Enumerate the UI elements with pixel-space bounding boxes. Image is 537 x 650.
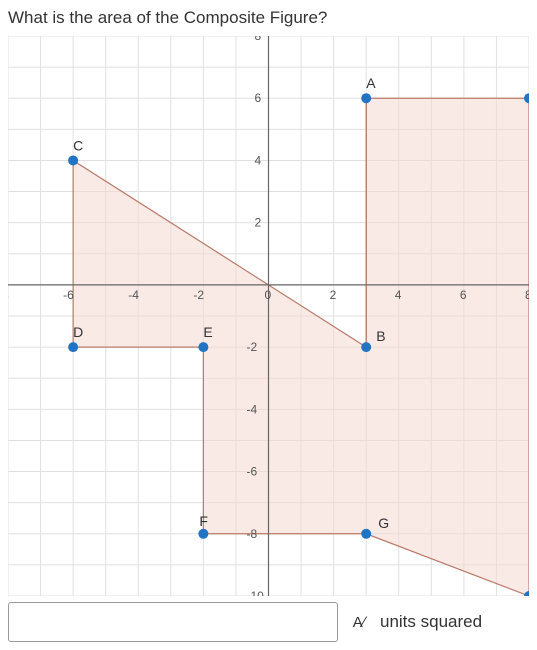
svg-text:-6: -6 <box>63 288 74 302</box>
svg-text:4: 4 <box>255 153 262 167</box>
question-text: What is the area of the Composite Figure… <box>8 8 529 28</box>
svg-text:D: D <box>73 324 83 340</box>
svg-text:-2: -2 <box>193 288 204 302</box>
svg-text:8: 8 <box>255 36 262 43</box>
svg-text:2: 2 <box>330 288 337 302</box>
svg-text:-6: -6 <box>247 465 258 479</box>
math-toggle-label: A∕ <box>353 614 366 631</box>
svg-text:-2: -2 <box>247 340 258 354</box>
svg-text:A: A <box>366 75 376 91</box>
answer-input[interactable] <box>8 602 338 642</box>
svg-text:B: B <box>376 328 385 344</box>
svg-text:E: E <box>203 324 212 340</box>
svg-text:-8: -8 <box>8 288 9 302</box>
svg-text:0: 0 <box>265 288 272 302</box>
svg-text:4: 4 <box>395 288 402 302</box>
svg-text:-4: -4 <box>247 402 258 416</box>
math-input-toggle-icon[interactable]: A∕ <box>346 609 372 635</box>
svg-text:G: G <box>378 515 389 531</box>
units-label: units squared <box>380 612 482 632</box>
svg-text:6: 6 <box>460 288 467 302</box>
svg-text:-10: -10 <box>247 589 265 596</box>
svg-text:-8: -8 <box>247 527 258 541</box>
answer-row: A∕ units squared <box>8 602 529 642</box>
svg-text:6: 6 <box>255 91 262 105</box>
chart-svg: -8-6-4-202468-10-8-6-4-22468ABCDEFGHI <box>8 36 529 596</box>
coordinate-chart: -8-6-4-202468-10-8-6-4-22468ABCDEFGHI <box>8 36 529 596</box>
svg-text:2: 2 <box>255 216 262 230</box>
svg-text:F: F <box>199 513 208 529</box>
svg-text:-4: -4 <box>128 288 139 302</box>
svg-text:C: C <box>73 137 83 153</box>
svg-text:8: 8 <box>525 288 529 302</box>
